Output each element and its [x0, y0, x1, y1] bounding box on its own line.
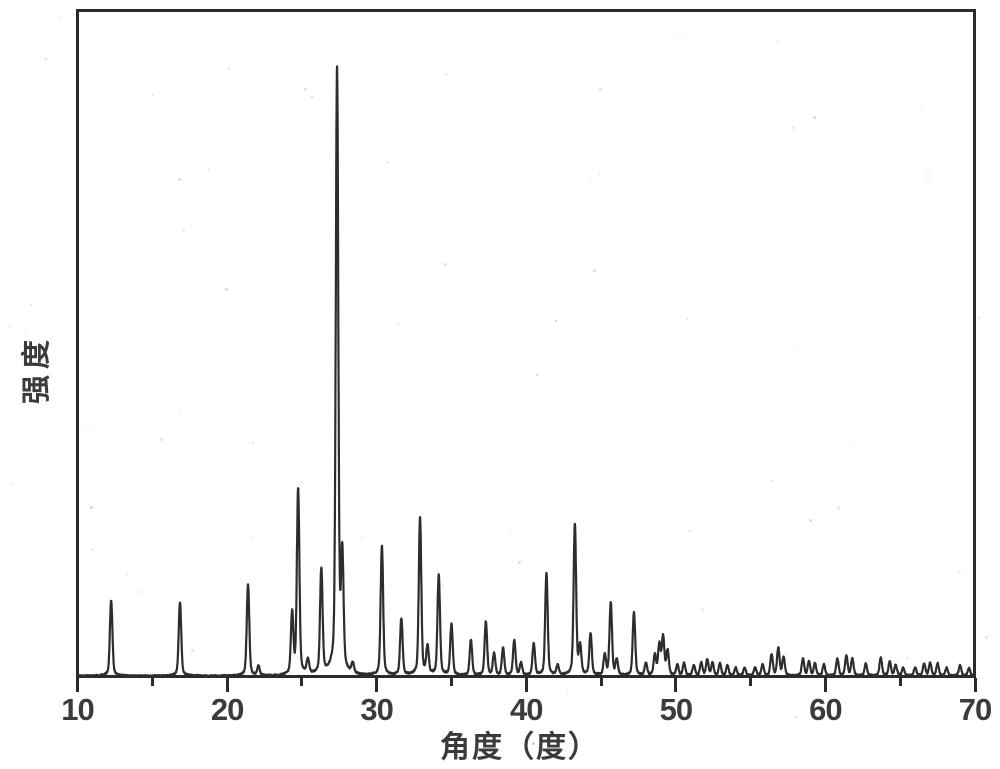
y-axis-title: 强度 [21, 334, 53, 405]
scan-speckle [45, 58, 47, 60]
plot-area [76, 9, 976, 678]
x-axis-minor-tick [749, 678, 753, 686]
x-axis-tick-label: 30 [360, 692, 393, 727]
x-axis-minor-tick [150, 678, 154, 686]
x-axis-tick-label: 10 [61, 692, 94, 727]
x-axis-minor-tick [449, 678, 453, 686]
scan-speckle [12, 483, 14, 485]
x-axis-major-tick [375, 678, 379, 692]
x-axis-major-tick [973, 678, 977, 692]
x-axis-tick-label: 50 [659, 692, 693, 727]
x-axis-major-tick [524, 678, 528, 692]
x-axis-major-tick [823, 678, 827, 692]
x-axis-minor-tick [898, 678, 902, 686]
x-axis-minor-tick [300, 678, 304, 686]
x-axis-title: 角度（度） [440, 731, 600, 764]
scan-speckle [759, 724, 761, 726]
x-axis-tick-label: 20 [210, 692, 244, 727]
scan-speckle [978, 317, 981, 320]
scan-speckle [60, 17, 62, 19]
scan-speckle [985, 636, 988, 639]
scan-speckle [385, 731, 387, 733]
x-axis-minor-tick [599, 678, 603, 686]
scan-speckle [941, 689, 943, 691]
x-axis-major-tick [76, 678, 79, 692]
x-axis-tick-label: 70 [958, 692, 992, 727]
x-axis-major-tick [674, 678, 678, 692]
x-axis-tick-label: 40 [510, 692, 543, 727]
x-axis-tick-label: 60 [809, 692, 842, 727]
scan-speckle [8, 326, 11, 329]
x-axis-major-tick [225, 678, 229, 692]
